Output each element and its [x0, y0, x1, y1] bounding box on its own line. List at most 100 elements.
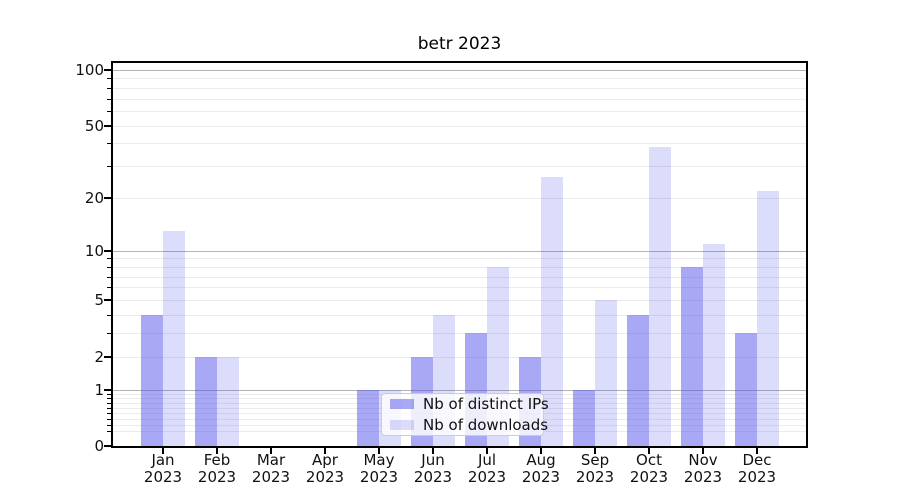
bar-downloads-sep — [595, 300, 617, 446]
y-tick-label: 1 — [94, 380, 104, 399]
x-tick — [270, 448, 272, 454]
x-tick — [216, 448, 218, 454]
bar-downloads-aug — [541, 177, 563, 446]
y-tick-label: 0 — [94, 437, 104, 455]
y-minor-tick — [107, 424, 111, 426]
x-tick — [486, 448, 488, 454]
x-tick — [594, 448, 596, 454]
y-minor-tick — [107, 87, 111, 89]
x-tick — [540, 448, 542, 454]
y-minor-tick — [107, 197, 111, 199]
bar-downloads-nov — [703, 243, 725, 446]
plot-area: Nb of distinct IPs Nb of downloads — [111, 61, 808, 448]
bar-distinct-ips-oct — [627, 314, 649, 446]
legend-item-downloads: Nb of downloads — [390, 416, 548, 434]
bar-distinct-ips-nov — [681, 266, 703, 446]
bar-distinct-ips-jan — [141, 314, 163, 446]
y-tick — [104, 388, 111, 391]
y-tick-label: 5 — [94, 291, 104, 309]
x-tick-label-jan: Jan 2023 — [143, 451, 183, 486]
gridline-minor — [113, 87, 806, 89]
gridline-minor — [113, 197, 806, 199]
y-minor-tick — [107, 333, 111, 334]
y-minor-tick — [107, 143, 111, 145]
y-minor-tick — [107, 111, 111, 112]
gridline-minor — [113, 258, 806, 260]
x-tick — [324, 448, 326, 454]
bar-distinct-ips-dec — [735, 333, 757, 446]
gridline-minor — [113, 276, 806, 278]
legend-label-distinct-ips: Nb of distinct IPs — [423, 395, 549, 413]
legend: Nb of distinct IPs Nb of downloads — [381, 393, 549, 436]
x-tick-label-apr: Apr 2023 — [305, 451, 345, 486]
legend-swatch-distinct-ips-icon — [390, 399, 414, 409]
y-tick-label: 20 — [84, 188, 104, 207]
gridline-minor — [113, 287, 806, 289]
gridline-minor — [113, 98, 806, 100]
legend-item-distinct-ips: Nb of distinct IPs — [390, 395, 549, 413]
y-minor-tick — [107, 418, 111, 420]
x-tick-label-sep: Sep 2023 — [575, 451, 615, 486]
y-minor-tick — [107, 431, 111, 433]
x-tick — [162, 448, 164, 454]
gridline-minor — [113, 356, 806, 358]
x-tick — [432, 448, 434, 454]
y-tick — [104, 68, 111, 71]
legend-label-downloads: Nb of downloads — [423, 416, 549, 434]
gridline-major — [113, 389, 806, 391]
y-minor-tick — [107, 314, 111, 316]
y-minor-tick — [107, 407, 111, 409]
x-tick — [702, 448, 704, 454]
x-tick-label-aug: Aug 2023 — [521, 451, 561, 486]
gridline-major — [113, 69, 806, 71]
y-minor-tick — [107, 300, 111, 301]
gridline-minor — [113, 143, 806, 145]
x-tick — [378, 448, 380, 454]
y-minor-tick — [107, 98, 111, 100]
y-minor-tick — [107, 413, 111, 414]
gridline-minor — [113, 333, 806, 334]
bar-distinct-ips-sep — [573, 389, 595, 446]
y-tick — [104, 445, 111, 447]
y-minor-tick — [107, 266, 111, 268]
bar-distinct-ips-feb — [195, 356, 217, 446]
y-minor-tick — [107, 276, 111, 278]
gridline-minor — [113, 125, 806, 127]
bar-downloads-oct — [649, 147, 671, 446]
y-tick-label: 2 — [94, 347, 104, 366]
gridline-minor — [113, 300, 806, 301]
x-tick-label-feb: Feb 2023 — [197, 451, 237, 486]
x-tick-label-may: May 2023 — [359, 451, 399, 486]
x-tick-label-jun: Jun 2023 — [413, 451, 453, 486]
gridline-major — [113, 250, 806, 252]
gridline-minor — [113, 78, 806, 80]
x-tick-label-mar: Mar 2023 — [251, 451, 291, 486]
bar-downloads-feb — [217, 356, 239, 446]
bar-downloads-dec — [757, 190, 779, 446]
x-tick-label-jul: Jul 2023 — [467, 451, 507, 486]
y-minor-tick — [107, 78, 111, 80]
y-minor-tick — [107, 393, 111, 395]
gridline-minor — [113, 266, 806, 268]
gridline-minor — [113, 166, 806, 168]
gridline-minor — [113, 111, 806, 112]
y-minor-tick — [107, 398, 111, 400]
y-minor-tick — [107, 166, 111, 168]
y-minor-tick — [107, 258, 111, 260]
y-minor-tick — [107, 402, 111, 404]
y-minor-tick — [107, 287, 111, 289]
y-tick-label: 50 — [84, 116, 104, 135]
x-tick-label-nov: Nov 2023 — [683, 451, 723, 486]
legend-swatch-downloads-icon — [390, 420, 414, 430]
y-tick-label: 10 — [84, 241, 104, 260]
y-minor-tick — [107, 356, 111, 358]
x-tick — [756, 448, 758, 454]
chart-title: betr 2023 — [417, 34, 502, 54]
x-tick-label-oct: Oct 2023 — [629, 451, 669, 486]
bar-distinct-ips-may — [357, 389, 379, 446]
bar-downloads-jan — [163, 230, 185, 446]
y-minor-tick — [107, 125, 111, 127]
gridline-minor — [113, 314, 806, 316]
x-tick — [648, 448, 650, 454]
